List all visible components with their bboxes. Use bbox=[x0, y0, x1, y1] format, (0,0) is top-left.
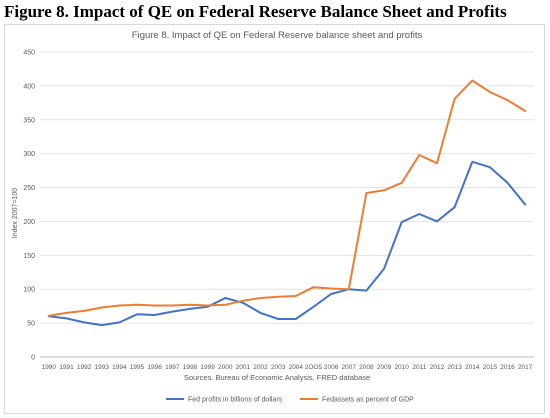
gridlines bbox=[40, 51, 534, 358]
y-tick-label: 250 bbox=[23, 185, 35, 192]
x-tick-label: 2004 bbox=[289, 364, 304, 371]
y-tick-label: 100 bbox=[23, 287, 35, 294]
x-tick-label: 1991 bbox=[59, 364, 74, 371]
y-axis-label: Index 2007=100 bbox=[12, 188, 19, 239]
x-tick-label: 2017 bbox=[518, 364, 533, 371]
x-tick-labels: 1990 1991 1992 1993 1994 1995 1996 1997 1998 1999… bbox=[42, 364, 533, 371]
y-tick-label: 200 bbox=[23, 219, 35, 226]
x-tick-label: 2010 bbox=[394, 364, 409, 371]
x-tick-label: 1998 bbox=[183, 364, 198, 371]
legend-label: Fed profits in billions of dollars bbox=[188, 397, 283, 404]
x-tick-label: 1996 bbox=[147, 364, 162, 371]
chart-source-note: Sources. Bureau of Economic Analysis, FR… bbox=[184, 373, 370, 382]
y-tick-label: 450 bbox=[23, 50, 35, 57]
x-tick-label: 2OO5 bbox=[305, 364, 323, 371]
x-tick-label: 1990 bbox=[42, 364, 57, 371]
x-tick-label: 1993 bbox=[95, 364, 110, 371]
x-tick-label: 1995 bbox=[130, 364, 145, 371]
x-tick-label: 2008 bbox=[359, 364, 374, 371]
series-line-2 bbox=[47, 79, 527, 317]
y-tick-label: 50 bbox=[27, 321, 35, 328]
x-tick-label: 2013 bbox=[447, 364, 462, 371]
chart-frame bbox=[4, 24, 545, 414]
y-tick-label: 400 bbox=[23, 83, 35, 90]
x-tick-label: 2001 bbox=[236, 364, 251, 371]
x-tick-label: 2015 bbox=[483, 364, 498, 371]
x-tick-label: 1994 bbox=[112, 364, 127, 371]
legend-label: Fedassets as percent of GDP bbox=[322, 397, 414, 404]
chart-title: Figure 8. Impact of QE on Federal Reserv… bbox=[132, 30, 423, 41]
x-tick-label: 2016 bbox=[500, 364, 515, 371]
x-tick-label: 2007 bbox=[342, 364, 357, 371]
series-line-1 bbox=[47, 160, 527, 327]
x-tick-label: 2011 bbox=[412, 364, 426, 371]
x-tick-label: 1997 bbox=[165, 364, 180, 371]
legend: Fed profits in billions of dollars Fedass… bbox=[166, 397, 414, 404]
x-tick-label: 1999 bbox=[200, 364, 215, 371]
x-tick-label: 2002 bbox=[253, 364, 268, 371]
x-tick-label: 2012 bbox=[430, 364, 445, 371]
series-lines bbox=[47, 79, 527, 327]
x-tick-label: 2006 bbox=[324, 364, 339, 371]
y-tick-label: 0 bbox=[31, 355, 35, 362]
y-tick-label: 350 bbox=[23, 117, 35, 124]
x-tick-label: 2014 bbox=[465, 364, 480, 371]
x-tick-label: 1992 bbox=[77, 364, 92, 371]
x-tick-label: 2000 bbox=[218, 364, 233, 371]
y-tick-label: 150 bbox=[23, 253, 35, 260]
x-tick-label: 2009 bbox=[377, 364, 392, 371]
y-tick-labels: 0 50 100 150 200 250 300 350 400 450 bbox=[23, 50, 35, 362]
y-tick-label: 300 bbox=[23, 151, 35, 158]
x-tick-label: 2003 bbox=[271, 364, 286, 371]
figure-heading: Figure 8. Impact of QE on Federal Reserv… bbox=[4, 2, 507, 21]
